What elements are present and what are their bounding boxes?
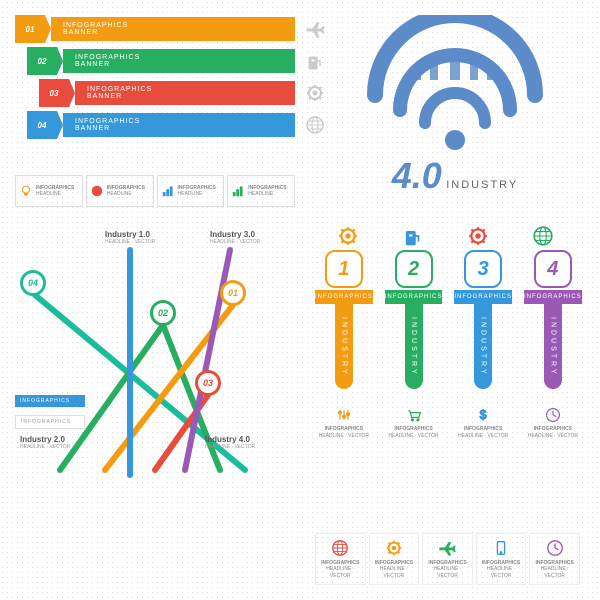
- pillar-foot-text: INFOGRAPHICSHEADLINE · VECTOR: [315, 426, 373, 439]
- diagonal-chart: 04 02 01 03 Industry 1.0HEADLINE · VECTOR Ind…: [15, 225, 305, 485]
- diag-label-4: Industry 4.0HEADLINE · VECTOR: [205, 435, 255, 450]
- wifi-label: INDUSTRY: [446, 179, 518, 191]
- pillar-top-icons: [315, 225, 575, 247]
- diag-badge-03: 03: [195, 370, 221, 396]
- pillar-bar: INDUSTRY: [405, 304, 423, 389]
- pillar-foot-icon: [406, 407, 422, 423]
- pillar-tag: INFOGRAPHICS: [385, 290, 443, 304]
- ribbon-2: 02 .ribbon:nth-child(2) .ribbon-num::aft…: [27, 47, 295, 75]
- bottom-icon-5: INFOGRAPHICSHEADLINE · VECTOR: [529, 533, 580, 586]
- pillar-2: 2 INFOGRAPHICS INDUSTRY INFOGRAPHICSHEAD…: [385, 250, 443, 439]
- svg-text:$: $: [480, 407, 487, 422]
- pillar-chart: 1 INFOGRAPHICS INDUSTRY INFOGRAPHICSHEAD…: [315, 250, 575, 439]
- info-box-2: INFOGRAPHICSHEADLINE: [86, 175, 154, 207]
- pillar-number: 1: [325, 250, 363, 288]
- ribbon-number: 04: [27, 111, 57, 139]
- ribbon-4: 04 .ribbon:nth-child(4) .ribbon-num::aft…: [27, 111, 295, 139]
- bottom-icon-row: INFOGRAPHICSHEADLINE · VECTOR INFOGRAPHI…: [315, 533, 580, 586]
- pillar-tag: INFOGRAPHICS: [315, 290, 373, 304]
- pillar-number: 4: [534, 250, 572, 288]
- diag-infobox-1: INFOGRAPHICS: [15, 395, 85, 407]
- pillar-4: 4 INFOGRAPHICS INDUSTRY INFOGRAPHICSHEAD…: [524, 250, 582, 439]
- bottom-text: INFOGRAPHICSHEADLINE · VECTOR: [318, 560, 363, 580]
- diag-badge-04: 04: [20, 270, 46, 296]
- pillar-foot-icon: [545, 407, 561, 423]
- wifi-industry: 4.0 INDUSTRY: [330, 15, 580, 197]
- info-icon: [19, 184, 33, 198]
- info-icon: [161, 184, 175, 198]
- pillar-3: 3 INFOGRAPHICS INDUSTRY $ INFOGRAPHICSHE…: [454, 250, 512, 439]
- bottom-icon-4: INFOGRAPHICSHEADLINE · VECTOR: [476, 533, 527, 586]
- bottom-text: INFOGRAPHICSHEADLINE · VECTOR: [425, 560, 470, 580]
- plane-icon: [438, 539, 456, 557]
- info-icon: [90, 184, 104, 198]
- diag-label-1: Industry 1.0HEADLINE · VECTOR: [105, 230, 155, 245]
- pump-icon: [305, 51, 325, 71]
- pillar-bar: INDUSTRY: [474, 304, 492, 389]
- pillar-foot-text: INFOGRAPHICSHEADLINE · VECTOR: [385, 426, 443, 439]
- info-text: INFOGRAPHICSHEADLINE: [107, 185, 145, 198]
- diag-infobox-2: INFOGRAPHICS: [15, 415, 85, 429]
- gear-icon: [337, 225, 359, 247]
- ribbon-3: 03 .ribbon:nth-child(3) .ribbon-num::aft…: [39, 79, 295, 107]
- pillar-foot: $ INFOGRAPHICSHEADLINE · VECTOR: [454, 407, 512, 439]
- diag-badge-01: 01: [220, 280, 246, 306]
- pillar-foot-icon: $: [475, 407, 491, 423]
- bottom-text: INFOGRAPHICSHEADLINE · VECTOR: [372, 560, 417, 580]
- pillar-1: 1 INFOGRAPHICS INDUSTRY INFOGRAPHICSHEAD…: [315, 250, 373, 439]
- ribbon-label: INFOGRAPHICSBANNER: [75, 81, 295, 105]
- info-box-3: INFOGRAPHICSHEADLINE: [157, 175, 225, 207]
- ribbon-number: 03: [39, 79, 69, 107]
- pillar-tag: INFOGRAPHICS: [524, 290, 582, 304]
- pillar-foot-text: INFOGRAPHICSHEADLINE · VECTOR: [454, 426, 512, 439]
- pillar-bar: INDUSTRY: [544, 304, 562, 389]
- ribbon-label: INFOGRAPHICSBANNER: [63, 113, 295, 137]
- diag-label-2: Industry 3.0HEADLINE · VECTOR: [210, 230, 260, 245]
- diag-badge-02: 02: [150, 300, 176, 326]
- bottom-icon-2: INFOGRAPHICSHEADLINE · VECTOR: [369, 533, 420, 586]
- bottom-text: INFOGRAPHICSHEADLINE · VECTOR: [532, 560, 577, 580]
- globe-icon: [331, 539, 349, 557]
- wifi-icon: [355, 15, 555, 155]
- globe-icon: [305, 115, 325, 135]
- plane-icon: [305, 19, 325, 39]
- gear-icon: [385, 539, 403, 557]
- ribbon-label: INFOGRAPHICSBANNER: [51, 17, 295, 41]
- bottom-icon-1: INFOGRAPHICSHEADLINE · VECTOR: [315, 533, 366, 586]
- pillar-tag: INFOGRAPHICS: [454, 290, 512, 304]
- info-box-4: INFOGRAPHICSHEADLINE: [227, 175, 295, 207]
- info-text: INFOGRAPHICSHEADLINE: [178, 185, 216, 198]
- ribbon-label: INFOGRAPHICSBANNER: [63, 49, 295, 73]
- ribbon-number: 02: [27, 47, 57, 75]
- ribbon-1: 01 .ribbon:nth-child(1) .ribbon-num::aft…: [15, 15, 295, 43]
- bottom-icon-3: INFOGRAPHICSHEADLINE · VECTOR: [422, 533, 473, 586]
- phone-icon: [492, 539, 510, 557]
- pillar-number: 2: [395, 250, 433, 288]
- pillar-bar: INDUSTRY: [335, 304, 353, 389]
- gear-icon: [305, 83, 325, 103]
- pillar-foot: INFOGRAPHICSHEADLINE · VECTOR: [385, 407, 443, 439]
- ribbon-banners: 01 .ribbon:nth-child(1) .ribbon-num::aft…: [15, 15, 295, 143]
- info-box-row: INFOGRAPHICSHEADLINE INFOGRAPHICSHEADLIN…: [15, 175, 295, 207]
- pillar-number: 3: [464, 250, 502, 288]
- wifi-number: 4.0: [392, 155, 442, 196]
- info-text: INFOGRAPHICSHEADLINE: [36, 185, 74, 198]
- pillar-foot: INFOGRAPHICSHEADLINE · VECTOR: [315, 407, 373, 439]
- info-text: INFOGRAPHICSHEADLINE: [248, 185, 286, 198]
- pillar-foot: INFOGRAPHICSHEADLINE · VECTOR: [524, 407, 582, 439]
- bottom-text: INFOGRAPHICSHEADLINE · VECTOR: [479, 560, 524, 580]
- gear-icon: [467, 225, 489, 247]
- pump-icon: [402, 225, 424, 247]
- ribbon-number: 01: [15, 15, 45, 43]
- info-box-1: INFOGRAPHICSHEADLINE: [15, 175, 83, 207]
- info-icon: [231, 184, 245, 198]
- pillar-foot-icon: [336, 407, 352, 423]
- pillar-foot-text: INFOGRAPHICSHEADLINE · VECTOR: [524, 426, 582, 439]
- clock-icon: [546, 539, 564, 557]
- diag-label-3: Industry 2.0HEADLINE · VECTOR: [20, 435, 70, 450]
- globe-icon: [532, 225, 554, 247]
